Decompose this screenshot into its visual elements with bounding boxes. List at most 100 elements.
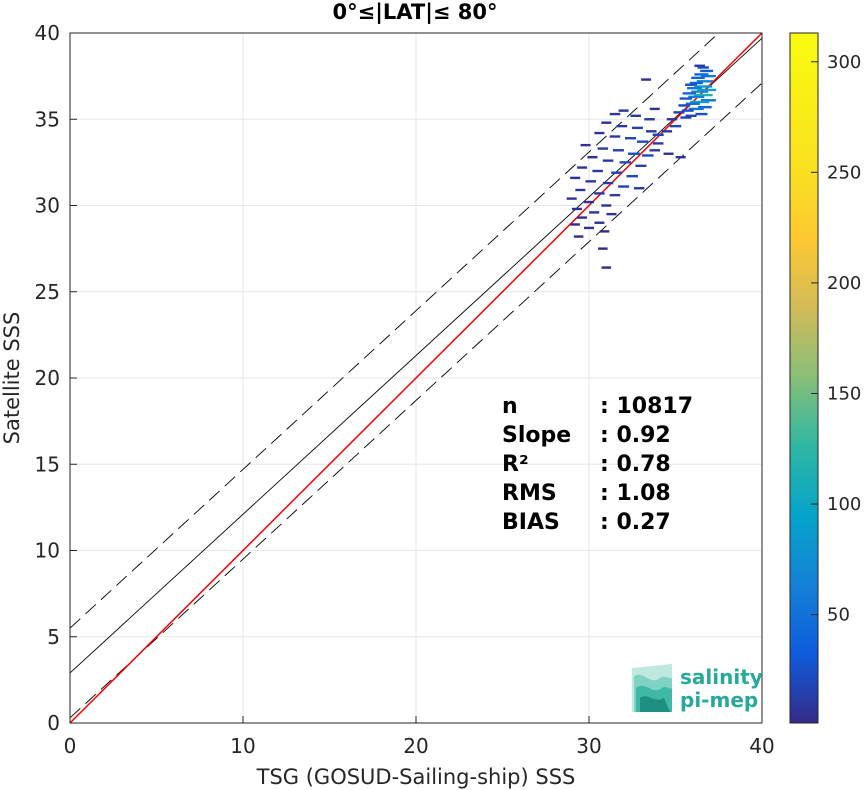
stat-value: : 1.08 <box>600 481 671 506</box>
density-cell <box>597 147 609 150</box>
upper-bound-line <box>70 33 720 629</box>
logo-line1: salinity <box>680 665 763 689</box>
density-cell <box>663 152 674 155</box>
density-cell <box>642 154 654 157</box>
density-cell <box>646 130 657 133</box>
y-tick-label: 15 <box>35 452 60 476</box>
density-cell <box>585 180 596 183</box>
density-cell <box>618 185 630 188</box>
density-cell <box>577 166 588 169</box>
density-cell <box>685 83 698 86</box>
regression-line <box>70 37 762 674</box>
density-cell <box>566 197 577 200</box>
density-cell <box>609 193 621 197</box>
density-cell <box>649 149 660 152</box>
density-cell <box>609 112 621 116</box>
density-cell <box>681 109 694 112</box>
density-cell <box>580 143 591 147</box>
x-tick-label: 0 <box>64 734 77 758</box>
y-tick-label: 25 <box>35 280 60 304</box>
colorbar-tick-label: 100 <box>827 494 861 515</box>
colorbar-tick-label: 300 <box>827 52 861 73</box>
density-cell <box>609 135 621 138</box>
density-cell <box>633 187 645 190</box>
density-cell <box>636 140 649 143</box>
density-cell <box>575 188 586 192</box>
density-cell <box>691 76 705 80</box>
x-tick-label: 40 <box>749 734 774 758</box>
y-tick-label: 5 <box>47 625 60 649</box>
density-cell <box>680 116 692 119</box>
density-cell <box>577 216 588 219</box>
density-cell <box>611 171 623 174</box>
density-cell <box>626 174 638 178</box>
density-cell <box>635 164 647 168</box>
reference-lines <box>70 33 762 723</box>
density-cell <box>682 92 697 95</box>
density-cell <box>602 181 614 185</box>
density-cell <box>644 118 655 121</box>
stat-label: BIAS <box>502 510 560 535</box>
fit-line <box>70 33 762 723</box>
colorbar-ticks: 50 100 150 200 250 300 <box>811 52 861 626</box>
density-cell <box>652 133 664 136</box>
density-cell <box>694 85 713 88</box>
y-tick-label: 20 <box>35 366 60 390</box>
density-cell <box>700 99 716 102</box>
density-cell <box>589 211 600 214</box>
x-tick-label: 10 <box>230 734 255 758</box>
stat-label: Slope <box>502 423 571 448</box>
density-cell <box>598 247 608 250</box>
density-cell <box>687 87 703 90</box>
density-cell <box>584 200 594 204</box>
density-cell <box>689 81 703 85</box>
density-cell <box>685 114 697 117</box>
density-cell <box>601 121 612 124</box>
stat-value: : 10817 <box>600 394 693 419</box>
density-cell <box>700 69 714 73</box>
y-tick-label: 40 <box>35 21 60 45</box>
density-cell <box>679 97 693 100</box>
stat-value: : 0.27 <box>600 510 671 535</box>
logo-line2: pi-mep <box>680 688 758 712</box>
density-cell <box>685 102 700 105</box>
density-cell <box>625 137 637 140</box>
density-cell <box>695 112 708 116</box>
y-tick-label: 35 <box>35 107 60 131</box>
y-axis-ticks: 0 5 10 15 20 25 30 35 40 <box>35 21 77 735</box>
density-cells <box>566 64 717 269</box>
density-cell <box>694 73 709 76</box>
colorbar-tick-label: 50 <box>827 605 850 626</box>
density-cell <box>612 149 624 152</box>
density-cell <box>696 80 714 83</box>
density-cell <box>584 226 594 230</box>
density-cell <box>570 176 581 180</box>
density-cell <box>630 114 641 117</box>
density-cell <box>673 111 685 114</box>
density-cell <box>697 66 709 69</box>
density-cell <box>616 124 628 128</box>
colorbar-tick-label: 200 <box>827 273 861 294</box>
density-cell <box>594 221 605 224</box>
stat-value: : 0.92 <box>600 423 671 448</box>
density-cell <box>675 156 686 159</box>
density-cell <box>698 105 712 109</box>
density-cell <box>688 95 705 99</box>
density-cell <box>606 212 617 216</box>
density-cell <box>601 204 612 207</box>
stat-label: n <box>502 394 518 419</box>
density-cell <box>688 107 704 111</box>
density-cell <box>594 131 605 135</box>
density-cell <box>573 235 584 238</box>
density-cell <box>599 230 610 233</box>
density-cell <box>571 207 582 211</box>
y-axis-label: Satellite SSS <box>0 312 24 445</box>
stat-label: R² <box>502 452 529 477</box>
density-cell <box>641 78 652 81</box>
density-cell <box>678 104 690 107</box>
x-tick-label: 20 <box>403 734 428 758</box>
density-cell <box>587 156 598 159</box>
density-cell <box>691 90 709 93</box>
density-cell <box>592 169 603 173</box>
density-cell <box>661 130 673 133</box>
